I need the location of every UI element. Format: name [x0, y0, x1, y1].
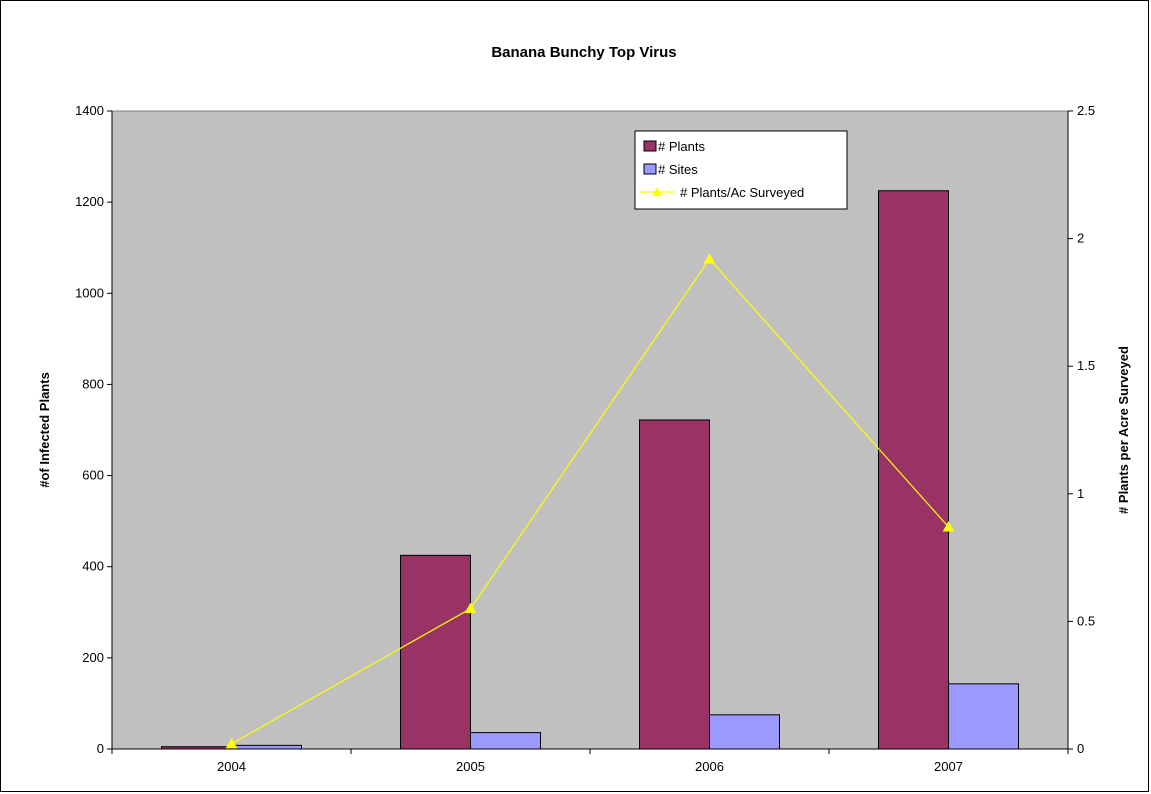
x-tick-label-2004: 2004 — [217, 759, 246, 774]
legend: # Plants # Sites # Plants/Ac Surveyed — [634, 130, 848, 210]
chart-title: Banana Bunchy Top Virus — [491, 44, 676, 61]
line-point-2004 — [225, 737, 238, 749]
line-point-2005 — [464, 602, 477, 614]
x-tick-label-2005: 2005 — [456, 759, 485, 774]
y-tick-label: 1200 — [75, 194, 104, 209]
legend-label-plants: # Plants — [658, 139, 705, 154]
y2-tick-label: 0.5 — [1077, 613, 1095, 628]
y2-tick-label: 2.5 — [1077, 103, 1095, 118]
line-series-group — [225, 252, 955, 749]
y-tick-label: 1000 — [75, 285, 104, 300]
y-tick-label: 600 — [82, 468, 104, 483]
y2-axis-label: # Plants per Acre Surveyed — [1116, 346, 1131, 514]
legend-marker-plants-ac-surveyed — [652, 187, 662, 196]
y2-tick-label: 2 — [1077, 231, 1084, 246]
y-tick-label: 0 — [97, 741, 104, 756]
y2-tick-label: 1.5 — [1077, 358, 1095, 373]
bar-sites-2007 — [948, 683, 1019, 750]
legend-label-plants-ac-surveyed: # Plants/Ac Surveyed — [680, 185, 804, 200]
x-tick-label-2007: 2007 — [934, 759, 963, 774]
y-tick-label: 200 — [82, 650, 104, 665]
y2-tick-label: 1 — [1077, 486, 1084, 501]
bar-sites-2004 — [231, 744, 302, 750]
y-tick-label: 400 — [82, 559, 104, 574]
x-tick-label-2006: 2006 — [695, 759, 724, 774]
bar-plants-2005 — [400, 554, 471, 750]
line-plants-per-acre — [231, 258, 949, 745]
line-point-2007 — [942, 520, 955, 532]
y-tick-label: 1400 — [75, 103, 104, 118]
y2-tick-label: 0 — [1077, 741, 1084, 756]
bar-plants-2007 — [878, 190, 949, 750]
legend-label-sites: # Sites — [658, 162, 698, 177]
bar-plants-2006 — [639, 419, 710, 750]
line-point-2006 — [703, 252, 716, 264]
bar-sites-2005 — [470, 732, 541, 750]
legend-swatch-plants — [643, 140, 657, 152]
y-axis-label: #of Infected Plants — [37, 372, 52, 488]
legend-swatch-sites — [643, 163, 657, 175]
y-tick-label: 800 — [82, 376, 104, 391]
legend-box — [634, 130, 848, 210]
bars-group — [161, 190, 1019, 750]
axes-group: 0 200 400 600 800 1000 1200 1400 0 0.5 1 1.5 2 2.5 200… — [75, 103, 1095, 774]
bar-sites-2006 — [709, 714, 780, 750]
